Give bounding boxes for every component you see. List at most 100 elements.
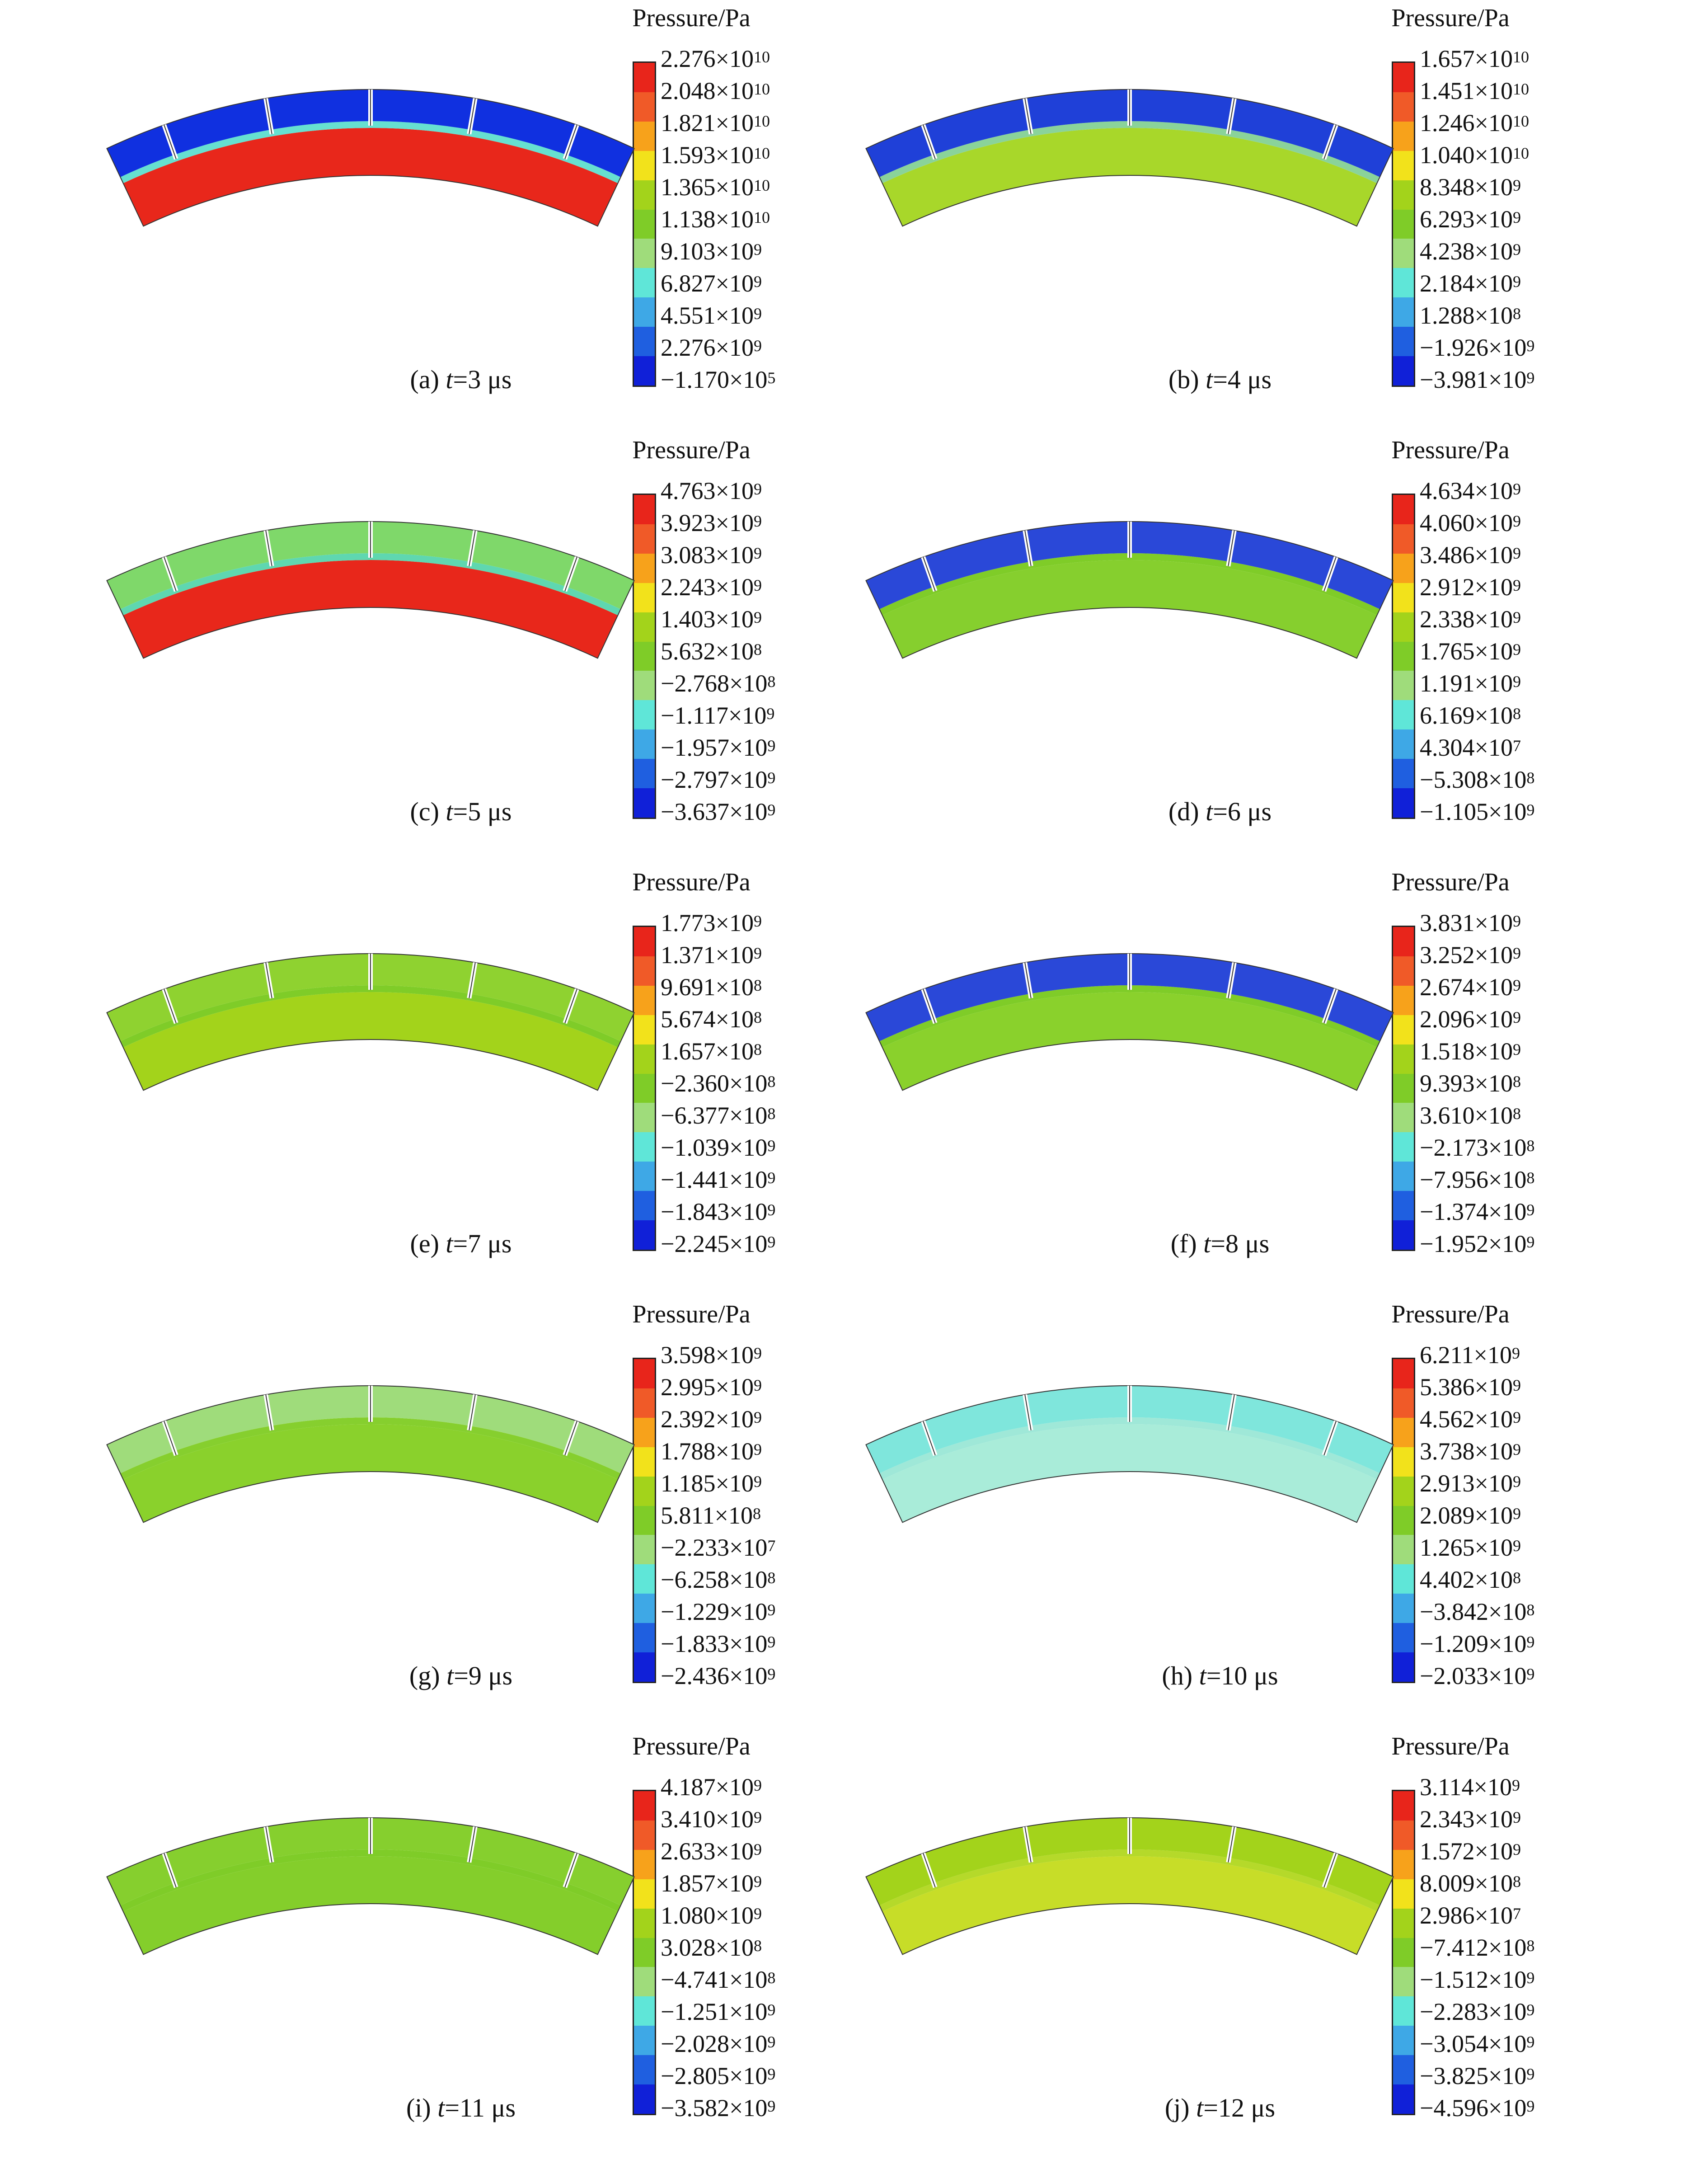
colorbar-tick-label: 5.674×108	[661, 1006, 823, 1033]
tick-exponent: 7	[767, 1537, 776, 1555]
borehole-outline	[1024, 530, 1032, 566]
tick-exponent: 8	[1526, 769, 1535, 787]
colorbar-tick-label: −6.377×108	[661, 1102, 823, 1129]
panel-caption: (b) t=4 μs	[1075, 365, 1365, 394]
colorbar-tick-label: 1.185×109	[661, 1470, 823, 1497]
colorbar-swatch	[634, 92, 655, 122]
colorbar-swatch	[634, 1820, 655, 1850]
colorbar-ticks: 1.773×109 1.371×109 9.691×108 5.674×108 1.65…	[661, 909, 823, 1257]
tick-exponent: 9	[753, 608, 762, 626]
colorbar-tick-label: 1.080×109	[661, 1902, 823, 1929]
tick-mantissa: 4.763×10	[661, 477, 754, 504]
tick-mantissa: 8.009×10	[1420, 1870, 1513, 1897]
contour-layer	[123, 1856, 618, 1955]
arc-outline	[106, 1817, 635, 1955]
colorbar-ticks: 1.657×1010 1.451×1010 1.246×1010 1.040×1010…	[1420, 45, 1582, 393]
tick-exponent: 9	[753, 1344, 762, 1362]
colorbar-swatch	[634, 1015, 655, 1044]
colorbar-unit-label: Pressure/Pa	[632, 868, 751, 896]
tick-exponent: 9	[1512, 1505, 1521, 1523]
colorbar-tick-label: 1.265×109	[1420, 1534, 1582, 1561]
contour-layer	[879, 1417, 1380, 1480]
colorbar-tick-label: 2.995×109	[661, 1374, 823, 1401]
colorbar-swatch	[1393, 700, 1414, 730]
contour-layer	[882, 560, 1377, 659]
colorbar-swatch	[1393, 759, 1414, 789]
colorbar-swatch	[634, 1220, 655, 1250]
colorbar-tick-label: 2.338×109	[1420, 606, 1582, 633]
tick-mantissa: −5.308×10	[1420, 766, 1527, 793]
caption-letter: (c)	[410, 797, 446, 826]
tick-exponent: 8	[1526, 1601, 1535, 1619]
colorbar-tick-label: 4.238×109	[1420, 238, 1582, 265]
caption-time: =7 μs	[453, 1229, 512, 1258]
borehole-outline	[923, 557, 936, 592]
colorbar-swatch	[1393, 1652, 1414, 1682]
borehole-outline	[164, 125, 177, 160]
tick-exponent: 9	[1526, 1233, 1535, 1251]
colorbar-tick-label: −3.825×109	[1420, 2062, 1582, 2089]
borehole-outline	[1024, 1826, 1032, 1863]
colorbar	[633, 494, 656, 819]
colorbar-swatch	[634, 788, 655, 818]
colorbar-unit-label: Pressure/Pa	[1391, 436, 1510, 464]
tick-exponent: 9	[1512, 1537, 1521, 1555]
colorbar-swatch	[634, 327, 655, 357]
contour-panel: Pressure/Pa 2.276×1010 2.048×1010 1.821×101…	[0, 4, 854, 436]
borehole-outline	[923, 1853, 936, 1888]
tick-mantissa: −1.229×10	[661, 1598, 768, 1625]
contour-panel: Pressure/Pa 1.773×109 1.371×109 9.691×108 5.…	[0, 868, 854, 1300]
colorbar-tick-label: 3.831×109	[1420, 909, 1582, 936]
tick-mantissa: 3.923×10	[661, 509, 754, 536]
tick-exponent: 10	[1512, 80, 1529, 98]
colorbar-swatch	[1393, 297, 1414, 327]
contour-layer	[866, 954, 1394, 1041]
borehole-outline	[1228, 962, 1235, 998]
colorbar-tick-label: 2.392×109	[661, 1406, 823, 1433]
colorbar-swatch	[1393, 2055, 1414, 2085]
tick-exponent: 9	[1512, 273, 1521, 291]
contour-layer	[879, 985, 1380, 1048]
colorbar-swatch	[1393, 1417, 1414, 1447]
tick-exponent: 8	[1512, 1073, 1521, 1091]
colorbar-ticks: 3.598×109 2.995×109 2.392×109 1.788×109 1.18…	[661, 1341, 823, 1689]
colorbar-swatch	[1393, 524, 1414, 554]
contour-layer	[882, 128, 1377, 226]
tick-mantissa: −2.173×10	[1420, 1134, 1527, 1161]
tick-mantissa: −2.033×10	[1420, 1662, 1527, 1689]
colorbar-swatch	[634, 1996, 655, 2026]
colorbar-swatch	[1393, 583, 1414, 612]
arc-outline	[106, 1385, 635, 1523]
caption-letter: (h)	[1162, 1661, 1199, 1690]
tick-mantissa: 2.089×10	[1420, 1502, 1513, 1529]
tick-exponent: 10	[1512, 144, 1529, 162]
borehole-outline	[164, 557, 177, 592]
tick-exponent: 8	[1512, 1105, 1521, 1123]
contour-layer	[866, 522, 1394, 609]
colorbar-tick-label: −1.039×109	[661, 1134, 823, 1161]
tick-exponent: 8	[1526, 1937, 1535, 1955]
colorbar-swatch	[1393, 956, 1414, 986]
borehole-outline	[164, 989, 177, 1024]
tick-mantissa: 5.386×10	[1420, 1374, 1513, 1401]
arc-outline	[106, 521, 635, 659]
tick-exponent: 9	[753, 305, 762, 323]
colorbar-swatch	[1393, 1073, 1414, 1103]
colorbar-tick-label: −2.805×109	[661, 2062, 823, 2089]
colorbar-tick-label: 2.912×109	[1420, 574, 1582, 601]
tick-exponent: 9	[1512, 912, 1521, 930]
tick-exponent: 9	[1526, 1969, 1535, 1987]
colorbar-swatch	[634, 1908, 655, 1938]
tick-mantissa: −2.028×10	[661, 2030, 768, 2057]
borehole-outline	[1323, 1853, 1337, 1888]
colorbar-tick-label: 1.657×108	[661, 1038, 823, 1065]
tick-mantissa: 4.634×10	[1420, 477, 1513, 504]
colorbar-tick-label: −2.028×109	[661, 2030, 823, 2057]
colorbar-swatch	[1393, 1132, 1414, 1162]
colorbar-swatch	[1393, 729, 1414, 759]
colorbar-ticks: 3.114×109 2.343×109 1.572×109 8.009×108 2.98…	[1420, 1774, 1582, 2122]
colorbar-swatch	[634, 1791, 655, 1821]
tick-exponent: 8	[1526, 1169, 1535, 1187]
colorbar-swatch	[634, 1535, 655, 1565]
tick-mantissa: 9.691×10	[661, 974, 754, 1001]
